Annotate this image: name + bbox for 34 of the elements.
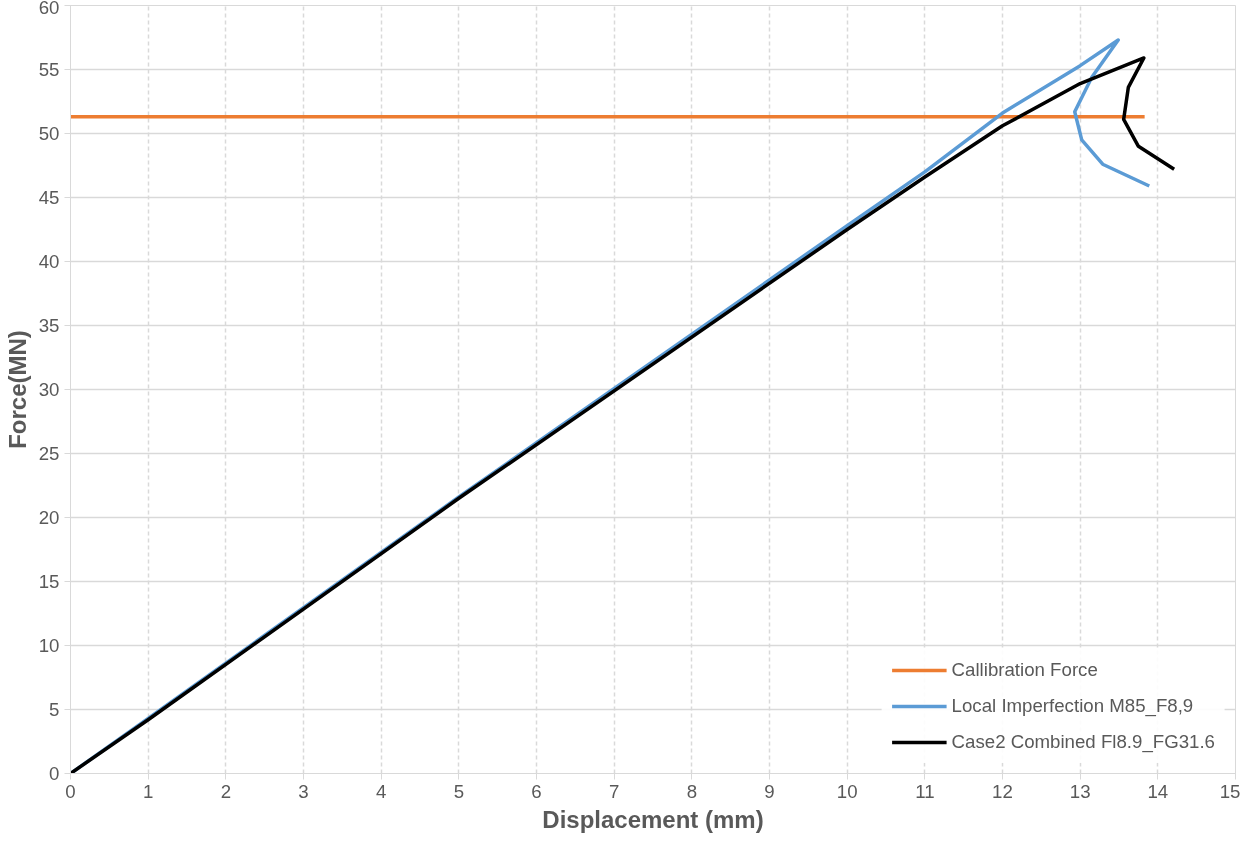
x-tick-label: 7 (608, 780, 620, 802)
x-tick-label: 0 (65, 780, 76, 802)
x-tick-label: 6 (531, 780, 542, 802)
x-tick-label: 12 (992, 780, 1013, 802)
x-tick-label: 2 (220, 780, 232, 802)
x-tick-label: 9 (764, 780, 775, 802)
y-axis-title: Force(MN) (3, 330, 31, 449)
x-tick-label: 13 (1069, 780, 1091, 802)
x-tick-label: 11 (915, 780, 935, 802)
y-tick-label: 5 (49, 699, 60, 720)
y-tick-label: 25 (38, 443, 60, 464)
x-tick-label: 14 (1147, 780, 1169, 802)
legend-label: Local Imperfection M85_F8,9 (951, 695, 1194, 717)
x-tick-label: 15 (1219, 780, 1241, 802)
x-tick-label: 10 (836, 780, 858, 802)
y-tick-label: 45 (38, 187, 60, 208)
legend-label: Case2 Combined Fl8.9_FG31.6 (951, 731, 1215, 753)
x-axis-title: Displacement (mm) (542, 805, 764, 833)
y-tick-label: 50 (38, 123, 60, 144)
legend-label: Callibration Force (951, 659, 1098, 681)
y-tick-label: 0 (49, 763, 60, 784)
x-tick-label: 8 (686, 780, 698, 802)
y-tick-label: 30 (38, 379, 60, 400)
y-tick-label: 20 (38, 507, 60, 528)
y-tick-label: 15 (38, 571, 60, 592)
y-tick-label: 55 (38, 59, 60, 80)
x-tick-label: 1 (142, 780, 154, 802)
y-tick-label: 60 (38, 0, 60, 18)
y-tick-label: 10 (38, 635, 60, 656)
x-tick-label: 3 (298, 780, 309, 802)
x-tick-label: 4 (375, 780, 387, 802)
x-tick-label: 5 (453, 780, 465, 802)
y-tick-label: 40 (38, 251, 60, 272)
y-tick-label: 35 (38, 315, 60, 336)
